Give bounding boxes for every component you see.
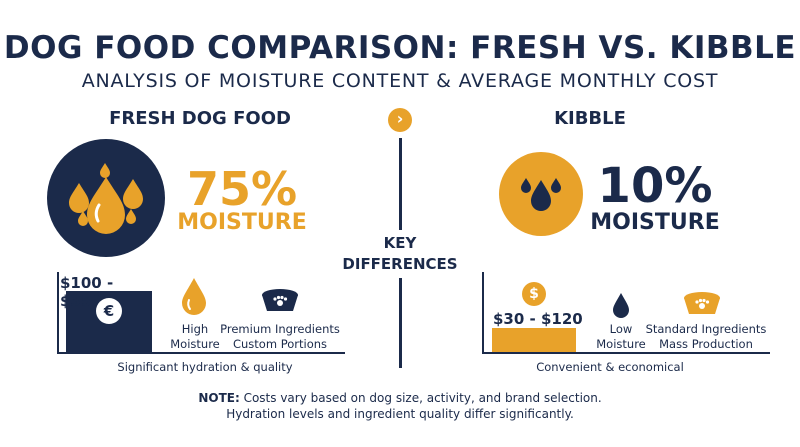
dog-bowl-icon (260, 285, 300, 315)
dog-bowl-icon (682, 288, 722, 318)
fresh-moisture-value: 75% (186, 162, 298, 216)
page-title: DOG FOOD COMPARISON: FRESH VS. KIBBLE (3, 30, 797, 66)
fresh-feature2-line1: Premium Ingredients (220, 322, 340, 336)
key-differences-label: KEY DIFFERENCES (330, 233, 470, 275)
kibble-cost-bar (492, 328, 576, 352)
kibble-moisture-value: 10% (597, 158, 713, 214)
kibble-feature-ingredients: Standard Ingredients Mass Production (642, 322, 770, 352)
dollar-coin-icon: $ (522, 282, 546, 306)
fresh-feature2-line2: Custom Portions (232, 337, 328, 351)
water-drop-icon (612, 292, 630, 318)
fresh-feature1-line1: High (181, 322, 209, 336)
water-drop-icon (180, 276, 208, 316)
kibble-feature2-line1: Standard Ingredients (645, 322, 767, 336)
euro-symbol: € (103, 302, 115, 320)
page-subtitle: ANALYSIS OF MOISTURE CONTENT & AVERAGE M… (81, 70, 719, 92)
chevron-right-icon: › (388, 108, 412, 132)
key-differences-line1: KEY (383, 234, 417, 252)
fresh-heading: FRESH DOG FOOD (109, 108, 291, 129)
fresh-caption: Significant hydration & quality (117, 360, 293, 374)
water-drops-icon (47, 139, 165, 257)
center-divider-bottom (399, 278, 402, 368)
footnote-label: NOTE: (198, 391, 240, 405)
fresh-feature-ingredients: Premium Ingredients Custom Portions (220, 322, 340, 352)
fresh-feature-moisture: High Moisture (160, 322, 230, 352)
kibble-chart-y-axis (482, 272, 484, 354)
kibble-feature1-line1: Low (609, 322, 633, 336)
fresh-chart-y-axis (57, 272, 59, 354)
fresh-feature1-line2: Moisture (170, 337, 220, 351)
kibble-feature-moisture: Low Moisture (590, 322, 652, 352)
footnote-line2: Hydration levels and ingredient quality … (226, 407, 574, 421)
dollar-symbol: $ (529, 286, 539, 302)
fresh-cost-range: $100 - $350 (60, 274, 114, 310)
kibble-feature2-line2: Mass Production (659, 337, 753, 351)
euro-coin-icon: € (96, 298, 122, 324)
footnote: NOTE: Costs vary based on dog size, acti… (0, 390, 800, 422)
water-drops-icon (499, 152, 583, 236)
fresh-chart-x-axis (57, 352, 345, 354)
kibble-heading: KIBBLE (554, 108, 626, 129)
key-differences-line2: DIFFERENCES (342, 255, 458, 273)
kibble-feature1-line2: Moisture (596, 337, 646, 351)
kibble-cost-range: $30 - $120 (493, 310, 583, 328)
fresh-moisture-label: MOISTURE (177, 210, 307, 235)
kibble-caption: Convenient & economical (536, 360, 684, 374)
footnote-line1: NOTE: Costs vary based on dog size, acti… (0, 390, 800, 406)
center-divider-top (399, 138, 402, 230)
footnote-text1: Costs vary based on dog size, activity, … (239, 391, 602, 405)
kibble-moisture-label: MOISTURE (590, 210, 720, 235)
kibble-chart-x-axis (482, 352, 770, 354)
